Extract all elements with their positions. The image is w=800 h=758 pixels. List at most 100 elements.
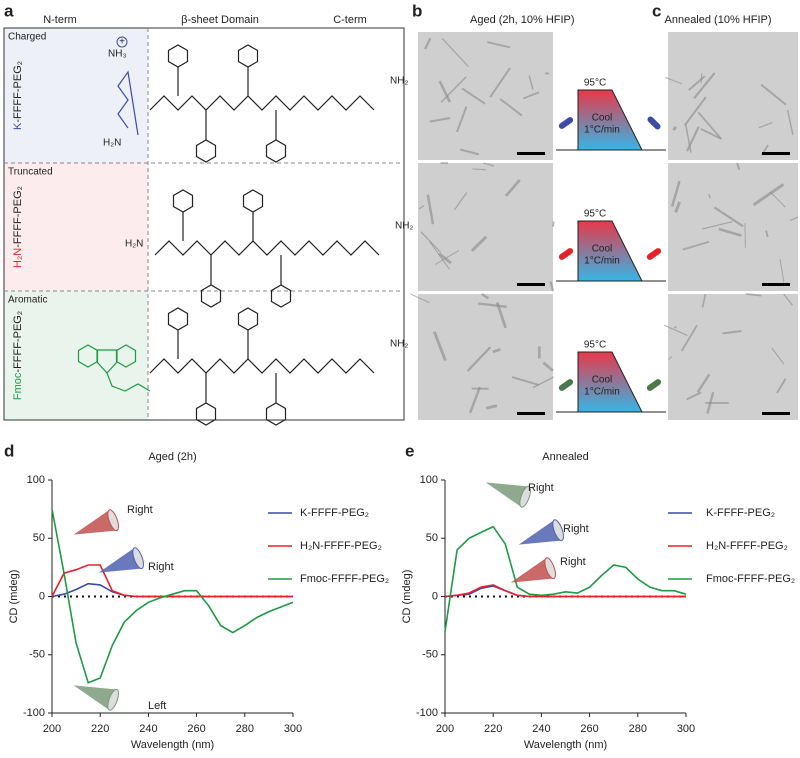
protocol-step: Cool <box>592 244 613 255</box>
label: e <box>405 441 414 460</box>
backbone <box>150 96 374 110</box>
y-tick-label: 50 <box>426 532 438 544</box>
name-rest: -FFFF-PEG₂ <box>12 186 24 248</box>
scale-bar <box>517 283 545 286</box>
y-tick-label: 0 <box>39 590 45 602</box>
ring <box>197 403 216 425</box>
x-tick-label: 260 <box>187 723 205 735</box>
x-tick-label: 220 <box>484 723 502 735</box>
assembly-icon <box>646 115 662 131</box>
label: c <box>652 1 661 20</box>
protocol-high: 95°C <box>584 209 606 220</box>
label: b <box>412 1 422 20</box>
micrograph <box>418 163 553 291</box>
protocol-rate: 1°C/min <box>584 256 620 267</box>
micrograph <box>668 163 798 291</box>
ring <box>197 140 216 162</box>
backbone <box>150 359 374 373</box>
ring <box>267 140 286 162</box>
ring <box>169 308 188 330</box>
x-tick-label: 280 <box>236 723 254 735</box>
fibril <box>553 221 554 226</box>
scale-bar <box>762 283 790 286</box>
protocol-high: 95°C <box>584 340 606 351</box>
legend-label: K-FFFF-PEG₂ <box>300 507 369 519</box>
y-tick-label: 100 <box>420 474 438 486</box>
ring <box>272 285 291 307</box>
atom: NH₃ <box>108 49 127 60</box>
series-line <box>445 527 686 632</box>
label: Aged (2h, 10% HFIP) <box>470 14 575 26</box>
x-tick-label: 200 <box>436 723 454 735</box>
protocol-rate: 1°C/min <box>584 387 620 398</box>
assembly-icon <box>558 247 575 261</box>
legend-label: Fmoc-FFFF-PEG₂ <box>706 573 795 585</box>
ring <box>169 45 188 67</box>
row-category: Truncated <box>8 167 53 178</box>
chart-title: Aged (2h) <box>148 451 196 463</box>
atom: H₂N <box>125 239 143 250</box>
legend-label: Fmoc-FFFF-PEG₂ <box>300 573 389 585</box>
y-axis-label: CD (mdeg) <box>8 570 20 624</box>
assembly-icon <box>646 378 663 392</box>
y-tick-label: -50 <box>422 649 438 661</box>
chirality-label: Right <box>563 523 589 535</box>
y-tick-label: 0 <box>432 590 438 602</box>
ring <box>174 190 193 212</box>
row-category: Aromatic <box>8 295 47 306</box>
ring <box>244 190 263 212</box>
x-tick-label: 220 <box>91 723 109 735</box>
name-rest: -FFFF-PEG₂ <box>12 311 24 373</box>
assembly-icon <box>558 378 575 392</box>
assembly-icon <box>558 116 575 130</box>
label: C-term <box>333 14 367 26</box>
label: β-sheet Domain <box>181 14 259 26</box>
atom: + <box>119 37 125 48</box>
label: N-term <box>43 14 77 26</box>
label: Annealed (10% HFIP) <box>665 14 772 26</box>
nterm-bg <box>4 291 148 420</box>
chart-title: Annealed <box>542 451 589 463</box>
ring <box>267 403 286 425</box>
protocol-rate: 1°C/min <box>584 125 620 136</box>
nterm-bg <box>4 163 148 291</box>
backbone <box>155 241 379 255</box>
assembly-icon <box>646 247 663 261</box>
y-tick-label: -50 <box>29 649 45 661</box>
x-tick-label: 300 <box>284 723 302 735</box>
legend-label: H₂N-FFFF-PEG₂ <box>706 540 788 552</box>
label: a <box>4 1 14 20</box>
chirality-label: Right <box>560 556 586 568</box>
label: d <box>4 441 14 460</box>
y-tick-label: -100 <box>416 707 438 719</box>
row-category: Charged <box>8 32 46 43</box>
chirality-label: Right <box>148 561 174 573</box>
ring <box>202 285 221 307</box>
row-name: K-FFFF-PEG₂ <box>12 61 24 130</box>
legend-label: K-FFFF-PEG₂ <box>706 507 775 519</box>
ring <box>239 45 258 67</box>
chirality-label: Right <box>127 504 153 516</box>
legend-label: H₂N-FFFF-PEG₂ <box>300 540 382 552</box>
y-axis-label: CD (mdeg) <box>401 570 413 624</box>
scale-bar <box>517 152 545 155</box>
protocol-step: Cool <box>592 113 613 124</box>
fibril <box>745 223 746 247</box>
chirality-label: Left <box>148 700 166 712</box>
x-tick-label: 300 <box>677 723 695 735</box>
scale-bar <box>762 152 790 155</box>
chirality-label: Right <box>528 482 554 494</box>
name-prefix: H₂N <box>12 248 24 268</box>
name-rest: -FFFF-PEG₂ <box>12 61 24 123</box>
row-name: H₂N-FFFF-PEG₂ <box>12 186 24 268</box>
micrograph <box>668 32 798 160</box>
atom: NH₂ <box>390 339 408 350</box>
x-tick-label: 260 <box>580 723 598 735</box>
row-name: Fmoc-FFFF-PEG₂ <box>12 311 24 400</box>
x-axis-label: Wavelength (nm) <box>131 739 214 751</box>
protocol-high: 95°C <box>584 78 606 89</box>
name-prefix: Fmoc <box>12 372 24 400</box>
atom: H₂N <box>103 138 121 149</box>
